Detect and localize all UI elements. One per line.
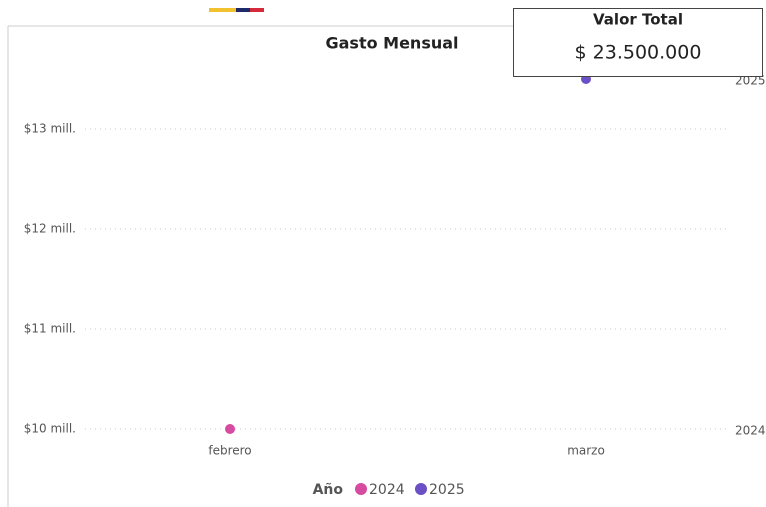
y-tick-label: $10 mill.: [24, 422, 76, 436]
legend-title: Año: [313, 482, 344, 498]
card: [513, 8, 763, 77]
legend-swatch: [355, 483, 367, 495]
x-tick-label: marzo: [567, 444, 605, 458]
accent-red: [250, 8, 264, 12]
legend-label: 2025: [429, 482, 465, 498]
y-tick-label: $13 mill.: [24, 122, 76, 136]
data-point: [225, 424, 235, 434]
legend-swatch: [415, 483, 427, 495]
chart-title: Gasto Mensual: [325, 34, 458, 53]
legend-label: 2024: [369, 482, 405, 498]
accent-yellow: [209, 8, 236, 12]
series-end-label: 2024: [735, 424, 766, 438]
y-tick-label: $11 mill.: [24, 322, 76, 336]
y-tick-label: $12 mill.: [24, 222, 76, 236]
card-value: $ 23.500.000: [575, 42, 702, 64]
x-tick-label: febrero: [208, 444, 251, 458]
card-title: Valor Total: [593, 11, 683, 29]
accent-navy: [236, 8, 250, 12]
